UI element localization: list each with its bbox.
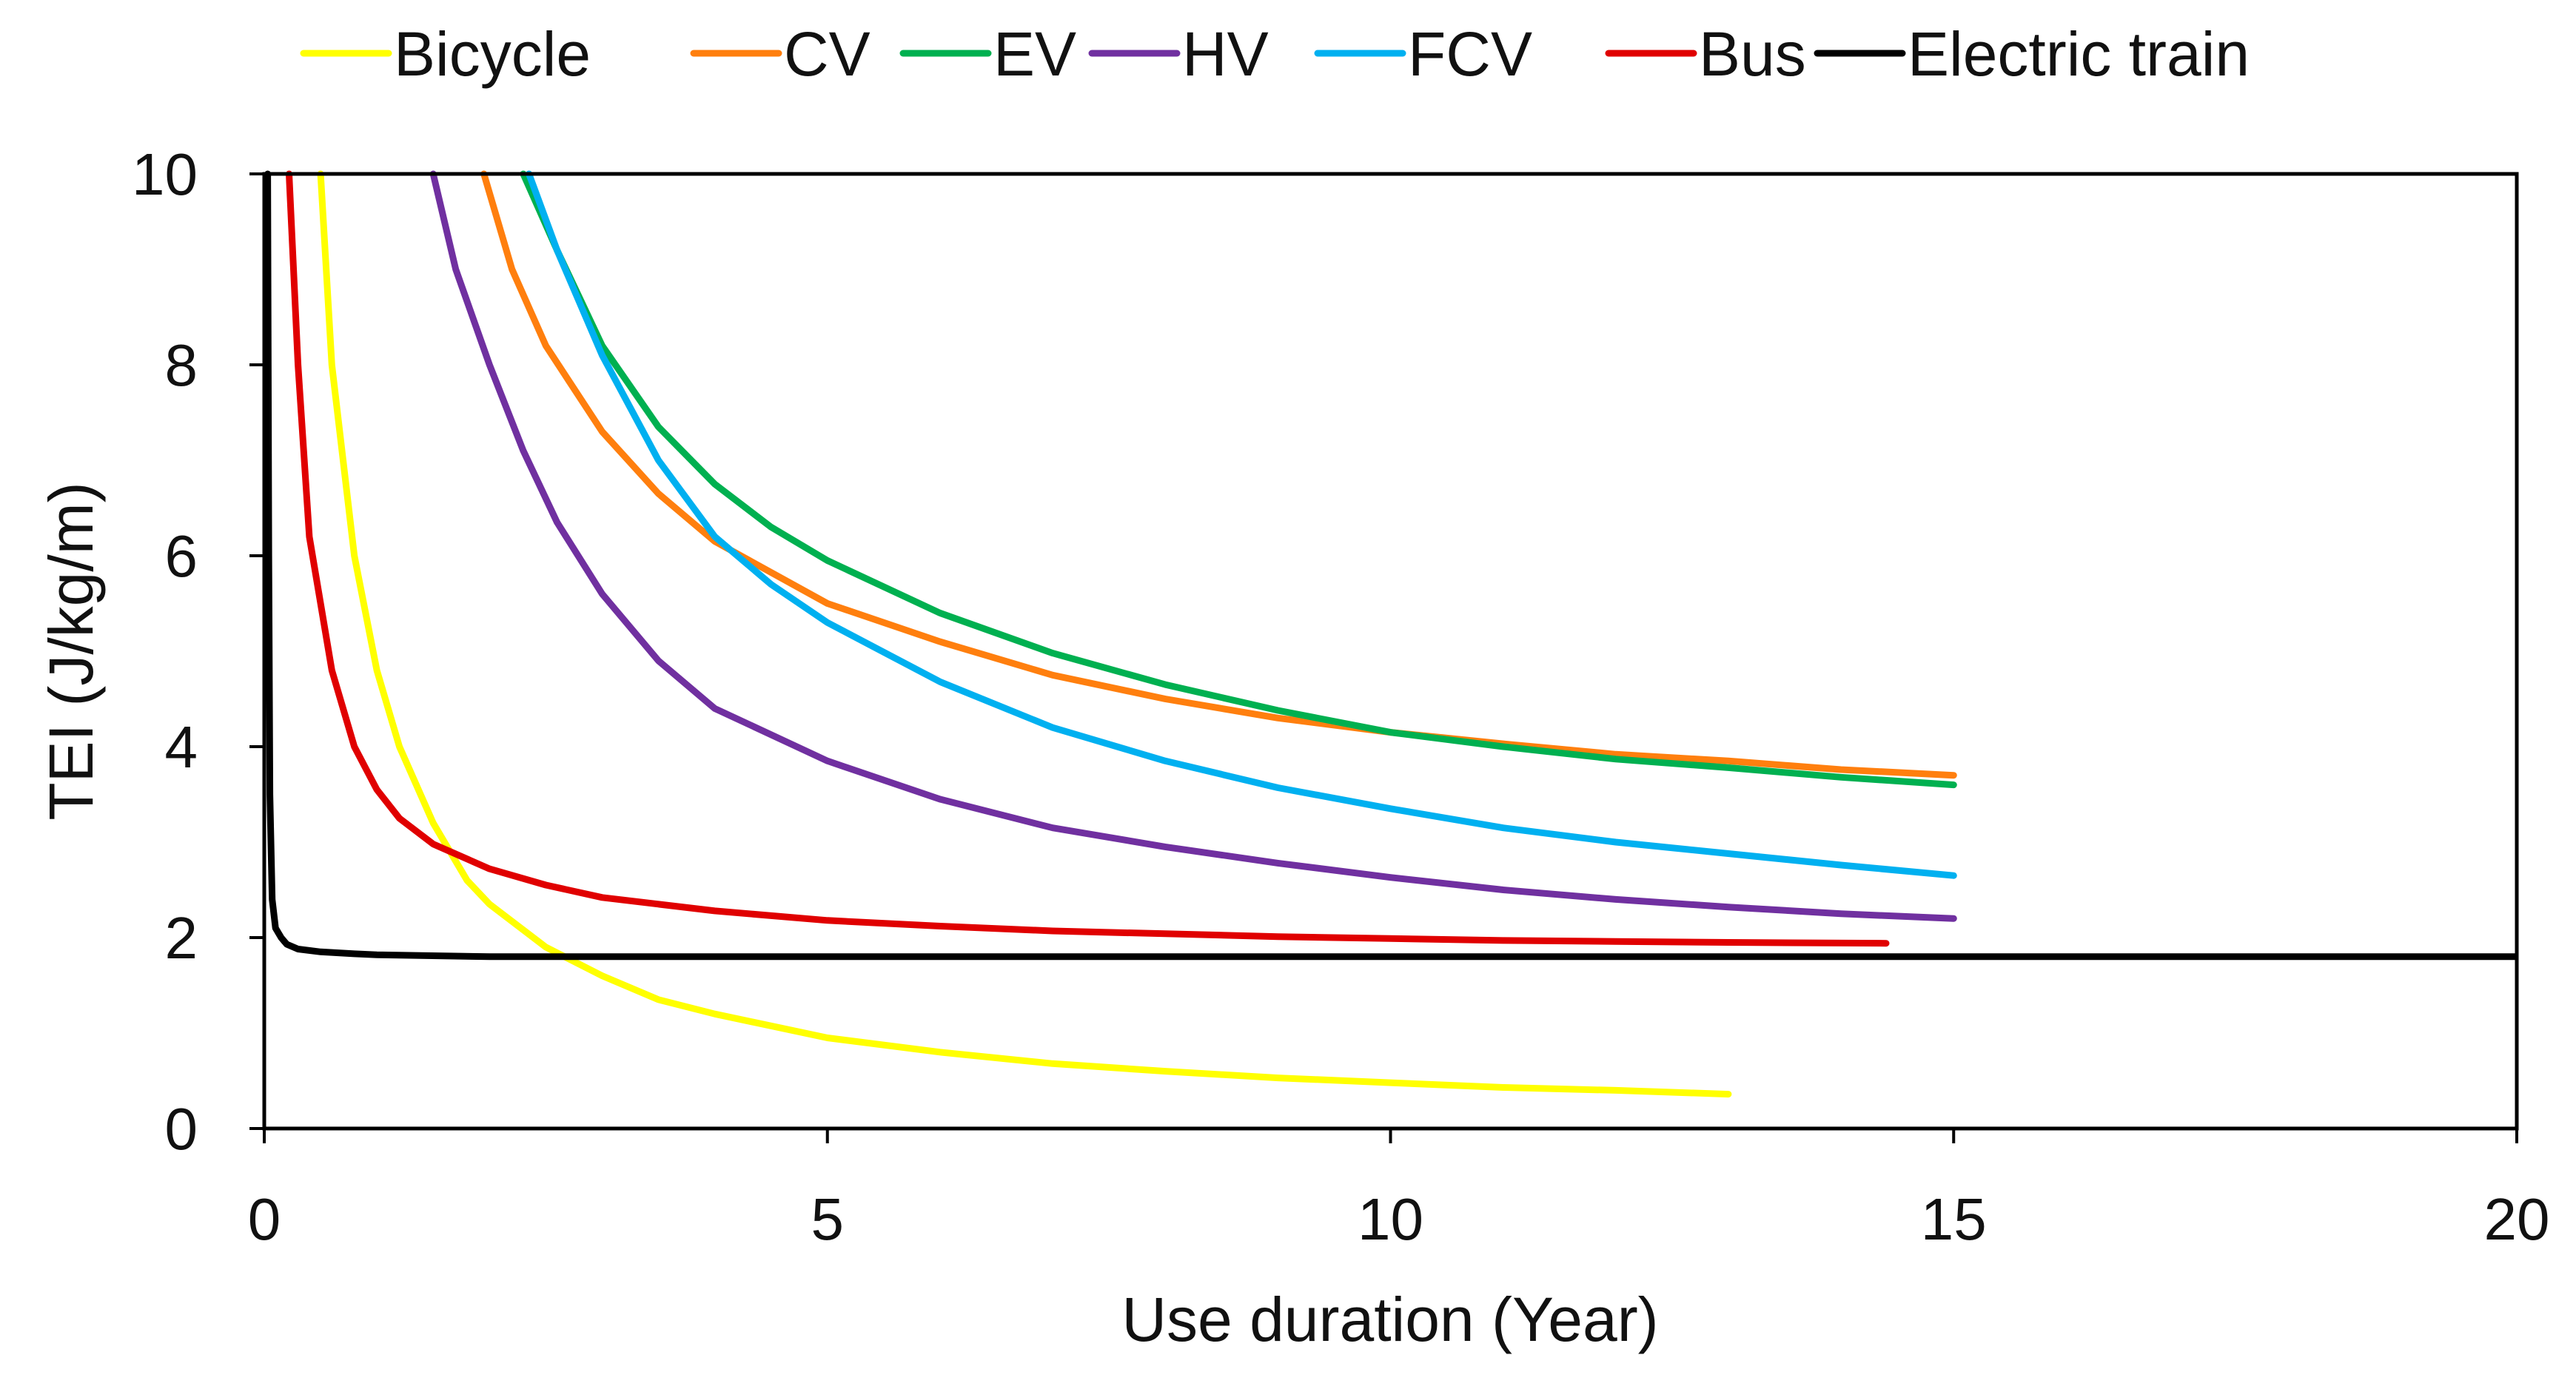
series-line-hv	[429, 170, 1957, 922]
y-tick-label: 10	[132, 141, 198, 207]
y-tick-label: 6	[165, 523, 198, 589]
legend-label-electric-train: Electric train	[1908, 19, 2250, 89]
legend-label-fcv: FCV	[1408, 19, 1532, 89]
series-line-ev	[520, 170, 1957, 789]
legend-label-ev: EV	[993, 19, 1076, 89]
series-line-fcv	[526, 170, 1957, 879]
y-axis-title: TEI (J/kg/m)	[36, 482, 106, 820]
x-tick-label: 5	[811, 1186, 845, 1252]
x-tick-label: 20	[2484, 1186, 2550, 1252]
series-line-bus	[286, 170, 1890, 947]
plot-area-frame	[262, 172, 2519, 1131]
legend-label-bicycle: Bicycle	[394, 19, 591, 89]
y-tick-label: 8	[165, 332, 198, 398]
x-axis-title: Use duration (Year)	[1121, 1285, 1658, 1354]
y-tick-label: 2	[165, 905, 198, 971]
x-tick-label: 0	[248, 1186, 281, 1252]
legend: Bicycle CV EV HV FCV Bus Electric train	[300, 19, 2250, 89]
x-tick-label: 15	[1921, 1186, 1987, 1252]
series-lines	[264, 170, 2517, 1098]
y-axis-ticks: 0 2 4 6 8 10	[132, 141, 264, 1162]
x-axis-ticks: 0 5 10 15 20	[248, 1129, 2550, 1252]
legend-label-bus: Bus	[1699, 19, 1806, 89]
series-line-electric-train	[264, 170, 2517, 961]
x-tick-label: 10	[1358, 1186, 1423, 1252]
legend-label-hv: HV	[1182, 19, 1269, 89]
y-tick-label: 0	[165, 1096, 198, 1162]
legend-label-cv: CV	[784, 19, 871, 89]
series-line-bicycle	[317, 170, 1732, 1098]
series-line-cv	[480, 170, 1957, 779]
y-tick-label: 4	[165, 714, 198, 780]
